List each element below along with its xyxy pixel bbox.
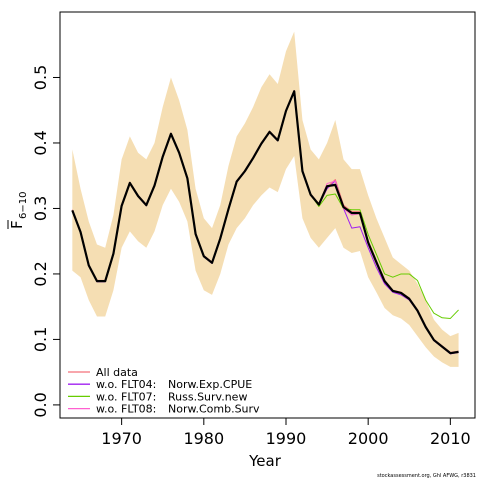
legend-survey-3: Norw.Comb.Surv: [168, 403, 260, 416]
y-axis-title-subscript: 6−10: [18, 192, 29, 219]
y-tick-label: 0.2: [31, 261, 50, 286]
footnote: stockassessment.org, Ghl AFWG, r3831: [377, 473, 476, 479]
y-tick-label: 0.4: [31, 130, 50, 155]
confidence-band: [72, 31, 459, 367]
y-tick-label: 0.3: [31, 196, 50, 221]
x-tick-label: 1980: [183, 429, 224, 448]
x-tick-label: 2000: [348, 429, 389, 448]
x-tick-label: 2010: [430, 429, 471, 448]
y-tick-label: 0.0: [31, 392, 50, 417]
x-axis: 1970 1980 1990 2000 2010: [101, 418, 471, 448]
y-tick-label: 0.1: [31, 327, 50, 352]
legend-label-1: w.o. FLT04:: [96, 378, 156, 391]
legend-survey-1: Norw.Exp.CPUE: [168, 378, 252, 391]
y-axis-title-main: F: [8, 220, 26, 229]
x-tick-label: 1990: [266, 429, 307, 448]
legend-label-3: w.o. FLT08:: [96, 403, 156, 416]
legend-survey-2: Russ.Surv.new: [168, 390, 247, 403]
y-axis: 0.0 0.1 0.2 0.3 0.4 0.5: [31, 65, 60, 418]
y-tick-label: 0.5: [31, 65, 50, 90]
x-axis-title: Year: [248, 452, 282, 470]
plot-area: [71, 31, 459, 367]
y-axis-title: F 6−10: [7, 192, 29, 229]
legend-label-2: w.o. FLT07:: [96, 390, 156, 403]
series-line-4: [71, 90, 459, 355]
legend-label-0: All data: [96, 366, 138, 379]
plot-frame: [59, 11, 476, 419]
x-tick-label: 1970: [101, 429, 142, 448]
